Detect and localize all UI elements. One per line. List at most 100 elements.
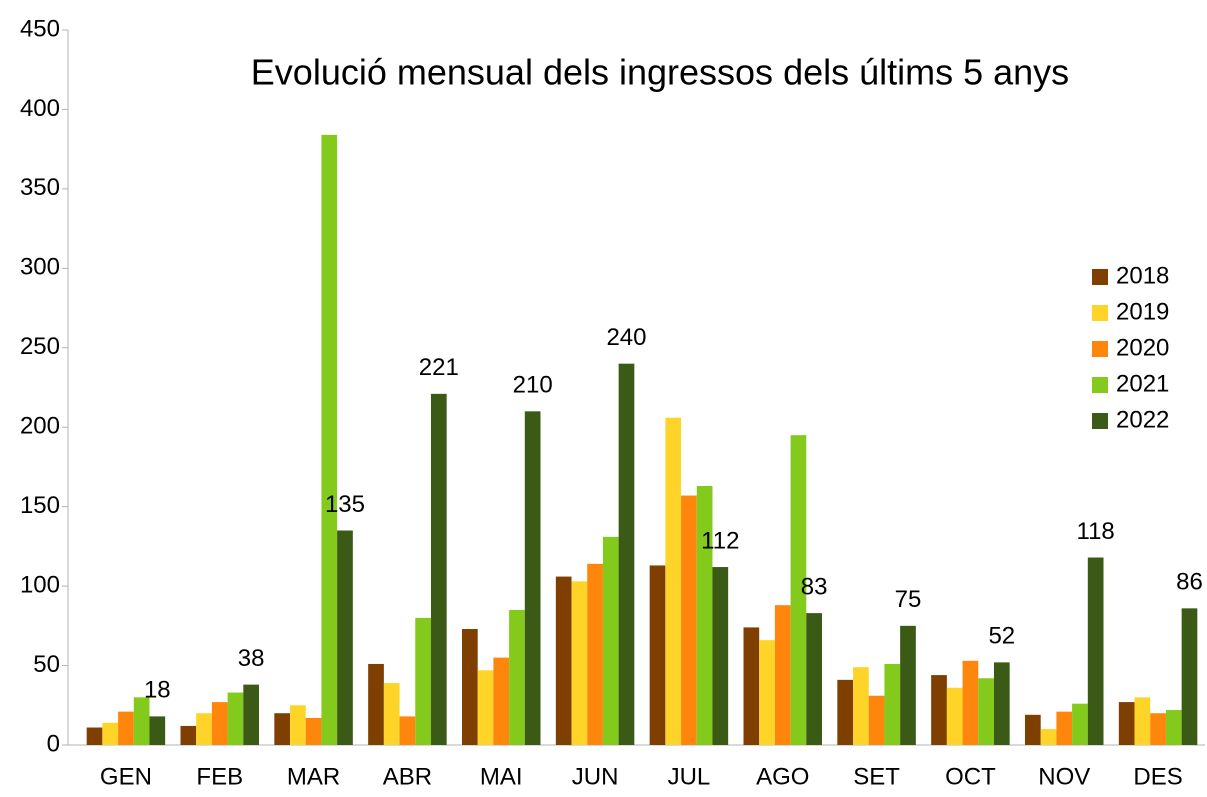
x-tick-label: NOV <box>1038 763 1090 790</box>
bar <box>1072 703 1088 745</box>
data-label: 75 <box>895 586 922 613</box>
bar <box>493 657 510 745</box>
x-tick-label: SET <box>853 763 900 790</box>
x-tick-label: MAR <box>287 763 340 790</box>
x-tick-label: MAI <box>480 763 523 790</box>
bar <box>806 613 822 745</box>
x-tick-label: JUL <box>668 763 711 790</box>
data-label: 38 <box>238 645 265 672</box>
bar <box>477 670 494 745</box>
y-tick-label: 300 <box>20 254 60 281</box>
bar <box>649 565 666 745</box>
bar <box>837 679 854 745</box>
bar <box>790 435 807 745</box>
bar <box>149 716 166 745</box>
x-tick-label: GEN <box>100 763 152 790</box>
data-label: 18 <box>144 677 171 704</box>
y-tick-label: 100 <box>20 571 60 598</box>
bar <box>743 627 760 745</box>
bar <box>1040 729 1057 745</box>
bar <box>1181 608 1198 745</box>
bar <box>227 692 244 745</box>
bar <box>509 609 525 745</box>
y-tick-label: 200 <box>20 413 60 440</box>
bar <box>884 663 901 745</box>
bar <box>931 675 947 745</box>
legend-swatch <box>1092 341 1108 357</box>
bar <box>696 486 713 745</box>
bar <box>243 684 259 745</box>
bar <box>1087 557 1104 745</box>
data-label: 118 <box>1077 518 1115 545</box>
bar <box>462 629 478 745</box>
bar <box>118 711 134 745</box>
x-tick-label: OCT <box>945 763 996 790</box>
bar <box>1025 714 1041 745</box>
bar <box>383 683 400 745</box>
x-tick-label: ABR <box>383 763 432 790</box>
bar <box>868 695 885 745</box>
y-tick-label: 150 <box>20 492 60 519</box>
bar <box>681 495 697 745</box>
bar <box>368 663 384 745</box>
bar <box>618 363 635 745</box>
bar <box>86 727 103 745</box>
bar <box>712 567 729 745</box>
bar <box>962 660 979 745</box>
legend-label: 2020 <box>1116 334 1169 361</box>
bar <box>337 530 353 745</box>
bar <box>1150 713 1166 745</box>
data-label: 210 <box>513 372 553 399</box>
y-tick-label: 450 <box>20 15 60 42</box>
bar <box>1134 697 1151 745</box>
x-tick-label: FEB <box>196 763 243 790</box>
bar <box>415 617 431 745</box>
data-label: 221 <box>419 354 459 381</box>
data-label: 52 <box>988 623 1015 650</box>
data-label: 240 <box>606 324 646 351</box>
x-tick-label: JUN <box>572 763 619 790</box>
bar <box>321 134 338 745</box>
bar <box>555 576 572 745</box>
bar <box>665 417 682 745</box>
data-label: 86 <box>1176 569 1203 596</box>
legend-label: 2018 <box>1116 262 1169 289</box>
bar <box>602 536 619 745</box>
bar <box>853 667 869 745</box>
bar <box>1118 702 1135 745</box>
legend-swatch <box>1092 413 1108 429</box>
bar <box>993 662 1010 745</box>
bar <box>900 625 916 745</box>
bar <box>274 713 291 745</box>
y-tick-label: 0 <box>47 730 60 757</box>
bar <box>180 725 197 745</box>
bar <box>290 705 306 745</box>
bar <box>1165 710 1182 745</box>
bar <box>1056 711 1073 745</box>
bar <box>978 678 994 745</box>
x-tick-label: DES <box>1133 763 1182 790</box>
y-tick-label: 400 <box>20 95 60 122</box>
bar <box>102 722 119 745</box>
data-label: 112 <box>701 527 739 554</box>
bar <box>211 702 228 745</box>
legend-label: 2021 <box>1116 370 1169 397</box>
legend-swatch <box>1092 377 1108 393</box>
data-label: 135 <box>325 491 365 518</box>
data-label: 83 <box>801 573 828 600</box>
bar <box>399 716 416 745</box>
bar <box>759 640 775 745</box>
y-tick-label: 50 <box>33 651 60 678</box>
bar <box>774 605 791 745</box>
x-tick-label: AGO <box>756 763 809 790</box>
bar <box>305 717 322 745</box>
legend-swatch <box>1092 269 1108 285</box>
y-tick-label: 350 <box>20 174 60 201</box>
legend-label: 2022 <box>1116 406 1169 433</box>
bar <box>571 581 588 745</box>
chart-title: Evolució mensual dels ingressos dels últ… <box>251 52 1069 93</box>
bar <box>587 563 603 745</box>
bar <box>133 697 150 745</box>
bar <box>196 713 212 745</box>
